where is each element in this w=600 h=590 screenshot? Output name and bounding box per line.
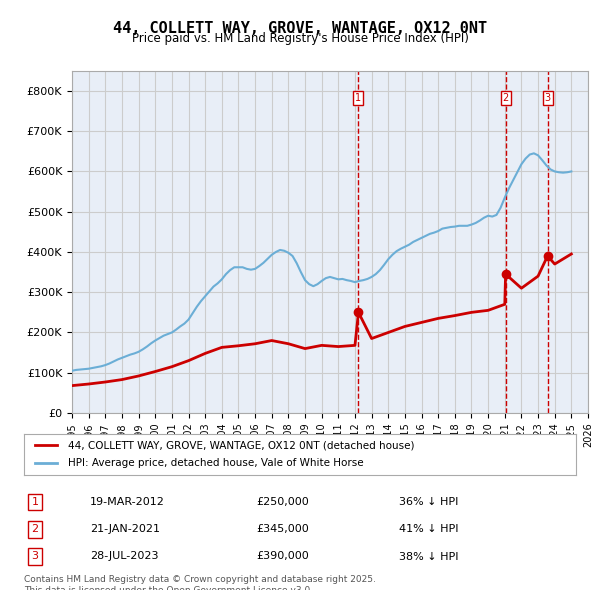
Text: £390,000: £390,000 <box>256 552 308 562</box>
Text: 3: 3 <box>32 552 38 562</box>
Text: 44, COLLETT WAY, GROVE, WANTAGE, OX12 0NT: 44, COLLETT WAY, GROVE, WANTAGE, OX12 0N… <box>113 21 487 35</box>
Text: 2: 2 <box>31 525 38 534</box>
Text: 44, COLLETT WAY, GROVE, WANTAGE, OX12 0NT (detached house): 44, COLLETT WAY, GROVE, WANTAGE, OX12 0N… <box>68 440 415 450</box>
Text: 21-JAN-2021: 21-JAN-2021 <box>90 525 160 534</box>
Text: 28-JUL-2023: 28-JUL-2023 <box>90 552 159 562</box>
Text: 2: 2 <box>502 93 509 103</box>
Text: 3: 3 <box>544 93 551 103</box>
Text: 36% ↓ HPI: 36% ↓ HPI <box>400 497 459 507</box>
Text: 19-MAR-2012: 19-MAR-2012 <box>90 497 165 507</box>
Text: £250,000: £250,000 <box>256 497 308 507</box>
Text: HPI: Average price, detached house, Vale of White Horse: HPI: Average price, detached house, Vale… <box>68 458 364 468</box>
Text: 1: 1 <box>32 497 38 507</box>
Text: Price paid vs. HM Land Registry's House Price Index (HPI): Price paid vs. HM Land Registry's House … <box>131 32 469 45</box>
Text: Contains HM Land Registry data © Crown copyright and database right 2025.
This d: Contains HM Land Registry data © Crown c… <box>24 575 376 590</box>
Text: 1: 1 <box>355 93 362 103</box>
Text: 41% ↓ HPI: 41% ↓ HPI <box>400 525 459 534</box>
Text: 38% ↓ HPI: 38% ↓ HPI <box>400 552 459 562</box>
Text: £345,000: £345,000 <box>256 525 308 534</box>
